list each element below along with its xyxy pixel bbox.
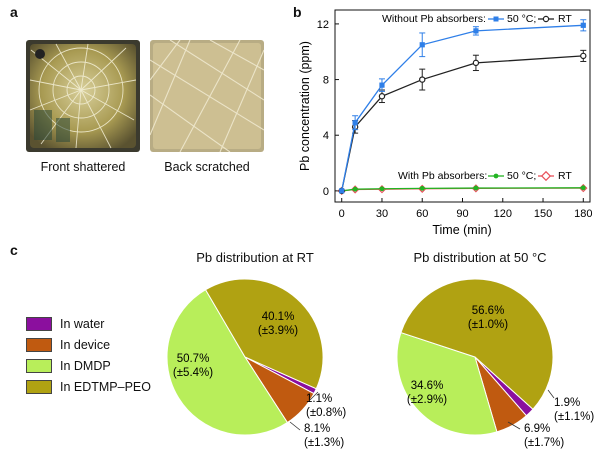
x-tick-label: 60 [416, 208, 428, 220]
pie-leader-device [507, 421, 521, 430]
legend-without-rt-text: RT [558, 13, 572, 25]
pie-label-dmdp: (±5.4%) [173, 367, 213, 379]
legend-with-rt-marker [540, 170, 552, 182]
y-axis-label: Pb concentration (ppm) [298, 41, 312, 171]
legend-water-label: In water [60, 317, 105, 331]
legend-edtmp-label: In EDTMP–PEO [60, 380, 151, 394]
series-line [341, 55, 584, 192]
pie-label-water: 1.9% [554, 397, 580, 409]
pie-slice-dmdp [166, 289, 289, 436]
x-tick-label: 180 [574, 208, 592, 220]
pie-label-device: (±1.3%) [304, 437, 344, 449]
legend-device: In device [26, 338, 110, 352]
data-point [419, 42, 425, 48]
pie-leader-device [289, 421, 301, 431]
legend-device-label: In device [60, 338, 111, 352]
pie-label-device: 6.9% [524, 423, 550, 435]
legend-edtmp-swatch [26, 380, 52, 394]
pie-slice-edtmp [400, 278, 554, 410]
legend-with-50c-marker [493, 173, 499, 179]
x-tick-label: 150 [534, 208, 552, 220]
pie-label-dmdp: 34.6% [411, 380, 444, 392]
pie-chart-50c: 1.9% (±1.1%) 6.9% (±1.7%) 34.6% (±2.9%) 56.6% (… [396, 278, 594, 449]
legend-without-50c-marker [493, 16, 499, 22]
x-tick-label: 30 [376, 208, 388, 220]
pie-leader-water [547, 389, 555, 399]
series-line [341, 187, 584, 192]
pie-label-dmdp: 50.7% [177, 353, 210, 365]
pie-label-edtmp: 56.6% [472, 305, 505, 317]
pie-label-water: (±0.8%) [306, 407, 346, 419]
legend-without-label: Without Pb absorbers: [382, 13, 486, 25]
y-tick-label: 12 [317, 19, 329, 31]
pie-label-dmdp: (±2.9%) [407, 394, 447, 406]
y-tick-label: 4 [323, 130, 329, 142]
data-point [580, 52, 587, 60]
data-point [473, 185, 479, 191]
legend-dmdp-label: In DMDP [60, 359, 111, 373]
series-line [341, 24, 584, 191]
pie-label-edtmp: (±1.0%) [468, 319, 508, 331]
back-scratched-photo [150, 40, 264, 152]
legend-dmdp: In DMDP [26, 359, 111, 373]
data-point [419, 76, 426, 83]
legend-device-swatch [26, 338, 52, 352]
data-point [378, 93, 386, 100]
pie-label-device: (±1.7%) [524, 437, 564, 449]
legend-edtmp: In EDTMP–PEO [26, 380, 151, 394]
legend-with-rt-text: RT [558, 170, 572, 182]
legend-dmdp-swatch [26, 359, 52, 373]
panel-label-a: a [10, 4, 18, 20]
legend-without-rt-marker [542, 15, 550, 23]
y-tick-label: 8 [323, 75, 329, 87]
pie-label-edtmp: 40.1% [262, 311, 295, 323]
data-point [339, 188, 345, 194]
pie-slice-edtmp [204, 278, 324, 390]
data-point [352, 120, 358, 126]
x-tick-label: 0 [339, 208, 345, 220]
x-tick-label: 120 [494, 208, 512, 220]
legend-without-50c-text: 50 °C; [507, 13, 536, 25]
pie-chart-rt: 1.1% (±0.8%) 8.1% (±1.3%) 50.7% (±5.4%) 40.1% (… [166, 278, 346, 449]
pie-leader-water [309, 391, 319, 401]
x-tick-label: 90 [456, 208, 468, 220]
pie-slice-dmdp [396, 331, 498, 436]
pie-rt-title: Pb distribution at RT [196, 250, 314, 265]
legend-water: In water [26, 317, 104, 331]
back-scratched-caption: Back scratched [164, 160, 250, 174]
front-shattered-photo [26, 40, 140, 152]
pie-50c-title: Pb distribution at 50 °C [413, 250, 547, 265]
pie-label-edtmp: (±3.9%) [258, 325, 298, 337]
legend-water-swatch [26, 317, 52, 331]
data-point [472, 59, 480, 67]
pie-label-water: (±1.1%) [554, 411, 594, 423]
data-point [419, 185, 425, 191]
data-point [379, 186, 385, 192]
pb-concentration-line-chart: 0 30 60 90 120 150 180 0 4 8 12 Time (min) Pb con… [298, 9, 592, 237]
front-shattered-caption: Front shattered [40, 160, 126, 174]
x-axis-label: Time (min) [432, 223, 491, 237]
legend-with-label: With Pb absorbers: [398, 170, 487, 182]
data-point [379, 82, 385, 88]
data-point [473, 28, 479, 34]
data-point [580, 22, 586, 28]
pie-label-water: 1.1% [306, 393, 332, 405]
data-point [352, 186, 358, 192]
pie-label-device: 8.1% [304, 423, 330, 435]
panel-label-c: c [10, 242, 18, 258]
legend-with-50c-text: 50 °C; [507, 170, 536, 182]
y-tick-label: 0 [323, 186, 329, 198]
data-point [580, 185, 586, 191]
panel-label-b: b [293, 4, 302, 20]
